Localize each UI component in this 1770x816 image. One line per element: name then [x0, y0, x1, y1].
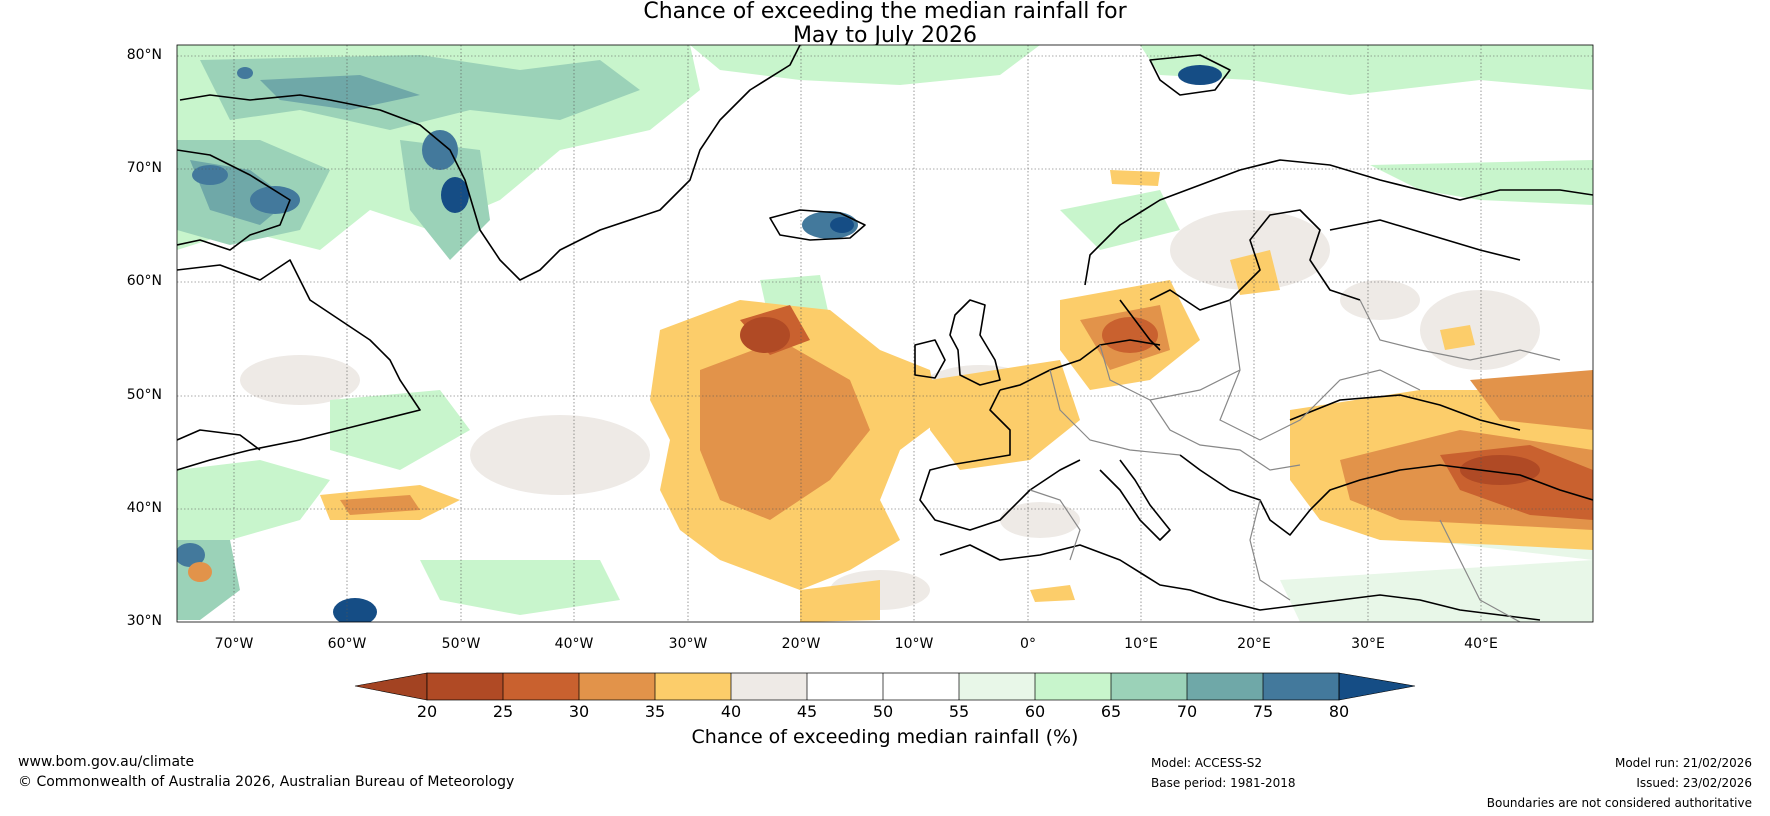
colorbar-segment	[1187, 673, 1263, 700]
lon-label: 70°W	[214, 636, 254, 652]
colorbar-segment	[807, 673, 883, 700]
lon-label: 60°W	[327, 636, 367, 652]
colorbar-segment	[655, 673, 731, 700]
model-name: Model: ACCESS-S2	[1151, 756, 1263, 770]
lon-label: 50°W	[441, 636, 481, 652]
colorbar-tick: 80	[1328, 702, 1350, 721]
colorbar-segment	[959, 673, 1035, 700]
lon-label: 20°E	[1237, 636, 1271, 652]
map-title-line2: May to July 2026	[792, 23, 978, 48]
lat-label: 50°N	[126, 387, 162, 403]
colorbar-tick: 35	[644, 702, 666, 721]
colorbar-tick: 50	[872, 702, 894, 721]
colorbar-label: Chance of exceeding median rainfall (%)	[691, 726, 1079, 748]
lat-label: 30°N	[126, 613, 162, 629]
copyright-text: © Commonwealth of Australia 2026, Austra…	[18, 774, 515, 790]
coastlines	[177, 45, 1593, 621]
lon-label: 40°E	[1464, 636, 1498, 652]
lon-label: 40°W	[554, 636, 594, 652]
lat-label: 40°N	[126, 500, 162, 516]
colorbar-dividers	[502, 673, 1264, 700]
colorbar-segment	[731, 673, 807, 700]
colorbar-tick: 70	[1176, 702, 1198, 721]
colorbar-under-triangle	[354, 672, 428, 701]
colorbar-segment	[883, 673, 959, 700]
lon-label: 30°E	[1351, 636, 1385, 652]
colorbar-segment	[427, 673, 503, 700]
map-frame	[176, 44, 1594, 623]
lon-label: 10°E	[1124, 636, 1158, 652]
colorbar	[354, 672, 1416, 701]
colorbar-tick: 65	[1100, 702, 1122, 721]
map-title-line1: Chance of exceeding the median rainfall …	[643, 0, 1127, 24]
very-wet-spots	[177, 65, 1222, 622]
lon-label: 30°W	[668, 636, 708, 652]
colorbar-tick: 40	[720, 702, 742, 721]
colorbar-tick: 55	[948, 702, 970, 721]
rainfall-shading	[177, 45, 1593, 622]
lat-label: 70°N	[126, 160, 162, 176]
colorbar-outline	[426, 672, 1340, 701]
colorbar-segment	[1111, 673, 1187, 700]
country-borders	[1029, 299, 1561, 622]
base-period: Base period: 1981-2018	[1151, 776, 1296, 790]
colorbar-segment	[503, 673, 579, 700]
colorbar-over-triangle	[1338, 672, 1416, 701]
model-run-date: Model run: 21/02/2026	[1614, 756, 1752, 770]
colorbar-tick: 25	[492, 702, 514, 721]
colorbar-tick: 30	[568, 702, 590, 721]
boundaries-disclaimer: Boundaries are not considered authoritat…	[1486, 796, 1752, 810]
lon-label: 0°	[1020, 636, 1036, 652]
lon-label: 10°W	[894, 636, 934, 652]
lat-label: 80°N	[126, 47, 162, 63]
colorbar-tick: 60	[1024, 702, 1046, 721]
issued-date: Issued: 23/02/2026	[1636, 776, 1752, 790]
colorbar-segment	[1035, 673, 1111, 700]
website-link[interactable]: www.bom.gov.au/climate	[18, 754, 195, 770]
colorbar-tick: 75	[1252, 702, 1274, 721]
colorbar-tick: 20	[416, 702, 438, 721]
colorbar-segment	[579, 673, 655, 700]
lat-label: 60°N	[126, 273, 162, 289]
colorbar-segment	[1263, 673, 1339, 700]
colorbar-tick: 45	[796, 702, 818, 721]
lon-label: 20°W	[781, 636, 821, 652]
